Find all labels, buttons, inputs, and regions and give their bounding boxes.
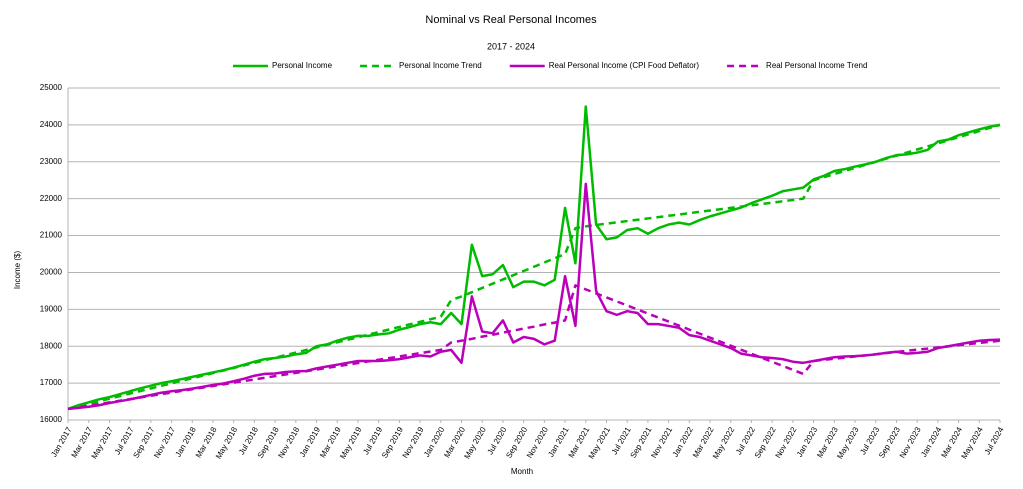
legend-label: Personal Income Trend xyxy=(399,61,482,70)
y-tick-label: 22000 xyxy=(40,194,63,203)
line-series xyxy=(67,182,1001,411)
x-tick-label: Jul 2024 xyxy=(983,425,1006,456)
line-series xyxy=(67,105,1001,411)
legend-label: Real Personal Income Trend xyxy=(766,61,867,70)
legend-label: Real Personal Income (CPI Food Deflator) xyxy=(549,61,700,70)
line-series xyxy=(67,123,1001,411)
chart-title: Nominal vs Real Personal Incomes xyxy=(425,14,597,26)
legend-label: Personal Income xyxy=(272,61,333,70)
y-tick-label: 16000 xyxy=(40,415,63,424)
y-axis-label: Income ($) xyxy=(13,251,22,290)
y-tick-label: 20000 xyxy=(40,268,63,277)
y-tick-label: 19000 xyxy=(40,304,63,313)
x-axis-label: Month xyxy=(511,467,533,476)
chart-subtitle: 2017 - 2024 xyxy=(487,41,535,51)
y-tick-label: 17000 xyxy=(40,378,63,387)
line-series xyxy=(67,284,1001,411)
y-tick-label: 24000 xyxy=(40,120,63,129)
y-tick-label: 18000 xyxy=(40,341,63,350)
y-tick-label: 21000 xyxy=(40,231,63,240)
y-tick-label: 25000 xyxy=(40,83,63,92)
y-tick-label: 23000 xyxy=(40,157,63,166)
